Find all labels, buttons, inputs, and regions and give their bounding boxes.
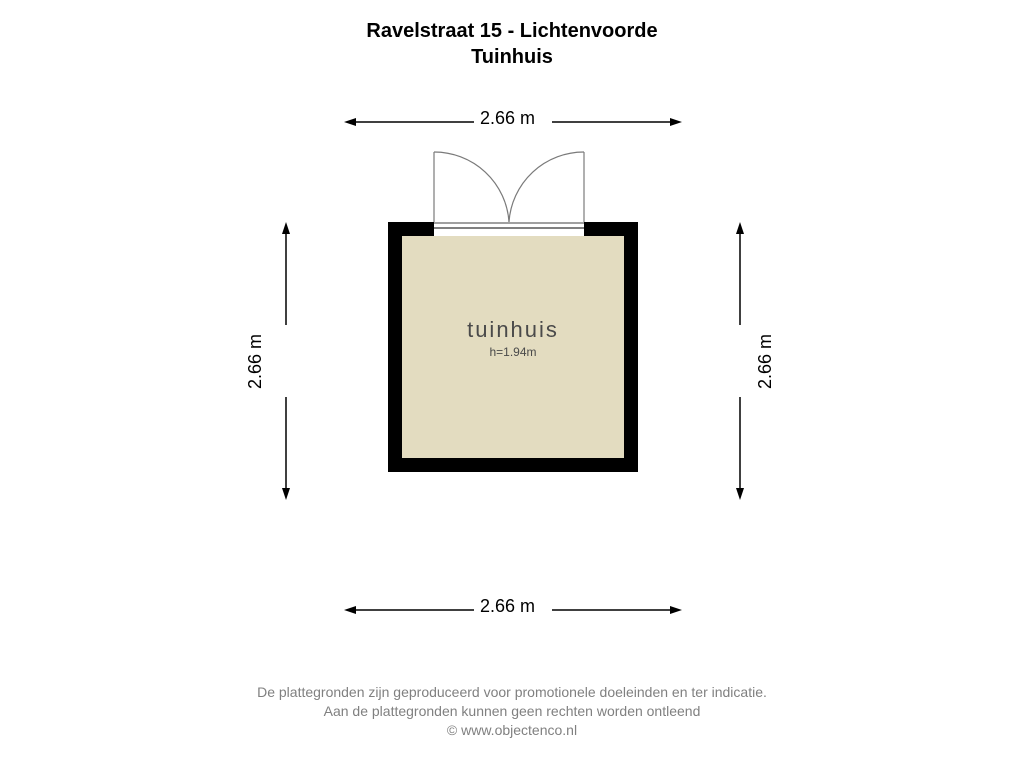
dimension-right-label: 2.66 m bbox=[755, 334, 776, 389]
footer-block: De plattegronden zijn geproduceerd voor … bbox=[0, 683, 1024, 740]
door-opening bbox=[434, 222, 584, 236]
footer-line-1: De plattegronden zijn geproduceerd voor … bbox=[0, 683, 1024, 702]
dimension-bottom-label: 2.66 m bbox=[480, 596, 535, 617]
room-label-block: tuinhuis h=1.94m bbox=[402, 317, 624, 359]
room-floor: tuinhuis h=1.94m bbox=[402, 236, 624, 458]
title-line-1: Ravelstraat 15 - Lichtenvoorde bbox=[0, 18, 1024, 44]
room-name: tuinhuis bbox=[402, 317, 624, 343]
footer-line-2: Aan de plattegronden kunnen geen rechten… bbox=[0, 702, 1024, 721]
dimension-left-label: 2.66 m bbox=[245, 334, 266, 389]
footer-line-3: © www.objectenco.nl bbox=[0, 721, 1024, 740]
title-line-2: Tuinhuis bbox=[0, 44, 1024, 70]
floorplan-canvas: Ravelstraat 15 - Lichtenvoorde Tuinhuis … bbox=[0, 0, 1024, 768]
title-block: Ravelstraat 15 - Lichtenvoorde Tuinhuis bbox=[0, 18, 1024, 70]
room-height-label: h=1.94m bbox=[402, 345, 624, 359]
dimension-top-label: 2.66 m bbox=[480, 108, 535, 129]
